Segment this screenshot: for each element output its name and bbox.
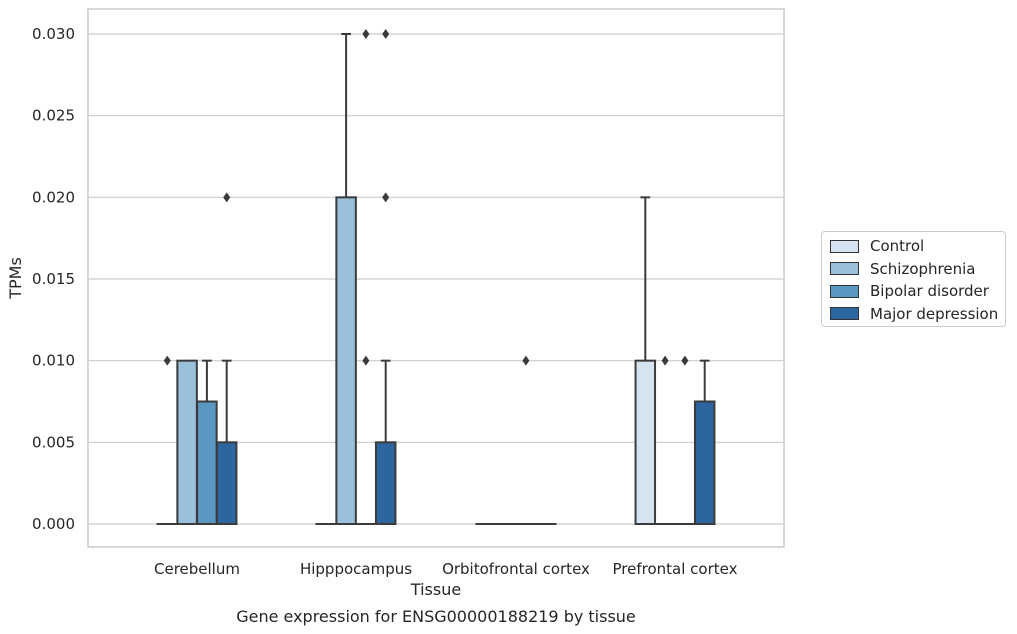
outlier-point [681,355,689,366]
outlier-point [362,29,370,39]
box-body [335,196,357,525]
box-major-depression [215,192,238,526]
y-axis-title: TPMs [6,257,25,300]
x-tick-label: Cerebellum [154,560,240,578]
box-bipolar-disorder [515,355,537,526]
box-major-depression [374,29,397,526]
box-schizophrenia [176,359,198,525]
y-tick-label: 0.000 [32,515,75,533]
y-tick-label: 0.020 [32,188,75,206]
outlier-point [362,355,370,366]
y-tick-label: 0.005 [32,433,75,451]
legend: Control Schizophrenia Bipolar disorder Majo… [821,231,1006,327]
box-body [693,400,716,525]
box-major-depression [693,359,716,525]
x-tick-label: Orbitofrontal cortex [442,560,590,578]
outlier-point [661,355,669,366]
box-schizophrenia [335,33,357,525]
outlier-point [522,355,530,366]
legend-item: Bipolar disorder [830,280,1005,303]
outlier-point [163,355,171,366]
y-tick-label: 0.015 [32,270,75,288]
legend-swatch [830,284,859,298]
chart-caption: Gene expression for ENSG00000188219 by t… [236,607,636,626]
x-axis-title: Tissue [410,580,461,599]
legend-swatch [830,307,859,321]
box-control [156,355,179,526]
outlier-point [223,192,231,203]
box-body [374,441,397,526]
legend-item: Major depression [830,303,1005,326]
y-tick-label: 0.010 [32,352,75,370]
box-body [634,359,657,525]
y-tick-label: 0.030 [32,25,75,43]
x-axis-ticks: Cerebellum Hipppocampus Orbitofrontal cort… [154,560,738,578]
outlier-point [382,29,390,39]
legend-label: Major depression [870,304,999,323]
legend-label: Bipolar disorder [870,282,989,301]
legend-swatch [830,239,859,253]
box-bipolar-disorder [196,359,218,525]
box-body [215,441,238,526]
box-control [634,196,657,525]
legend-label: Schizophrenia [870,259,976,278]
y-axis-ticks: 0.000 0.005 0.010 0.015 0.020 0.025 0.030 [32,25,75,533]
legend-item: Control [830,235,1005,258]
y-tick-label: 0.025 [32,107,75,125]
legend-item: Schizophrenia [830,258,1005,281]
box-bipolar-disorder [674,355,696,526]
box-schizophrenia [654,355,676,526]
legend-swatch [830,262,859,276]
x-tick-label: Hipppocampus [300,560,412,578]
box-body [196,400,218,525]
x-tick-label: Prefrontal cortex [613,560,738,578]
box-bipolar-disorder [355,29,377,526]
box-series [156,29,716,526]
legend-label: Control [870,237,925,256]
box-body [176,359,198,525]
outlier-point [382,192,390,203]
plot-area-frame [87,8,785,548]
